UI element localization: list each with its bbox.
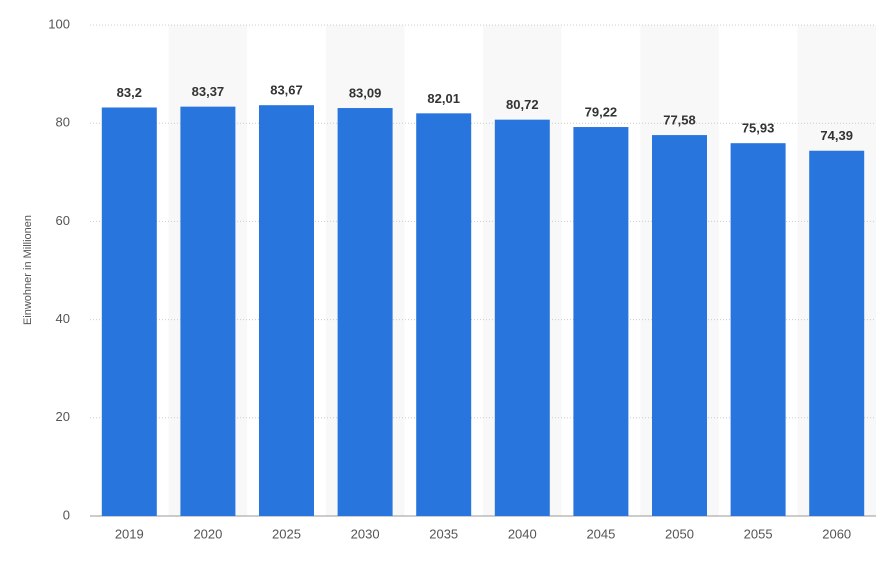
- value-label: 75,93: [742, 121, 775, 136]
- x-tick-label: 2060: [822, 526, 851, 541]
- bar: [494, 119, 550, 517]
- value-label: 83,09: [349, 85, 382, 100]
- x-tick-label: 2030: [351, 526, 380, 541]
- y-tick-label: 40: [56, 311, 70, 326]
- y-tick-label: 100: [48, 16, 70, 31]
- x-tick-label: 2055: [744, 526, 773, 541]
- bar: [101, 107, 157, 516]
- value-label: 82,01: [427, 91, 460, 106]
- value-label: 83,67: [270, 83, 303, 98]
- bar: [573, 127, 629, 517]
- bar: [809, 150, 865, 516]
- bar: [337, 108, 393, 516]
- x-tick-label: 2040: [508, 526, 537, 541]
- x-tick-label: 2025: [272, 526, 301, 541]
- value-label: 83,37: [192, 84, 225, 99]
- bar: [416, 113, 472, 516]
- bar: [652, 135, 707, 516]
- value-label: 74,39: [820, 128, 853, 143]
- x-tick-label: 2045: [586, 526, 615, 541]
- y-tick-label: 0: [63, 507, 70, 522]
- y-tick-label: 60: [56, 213, 70, 228]
- bar: [259, 105, 314, 516]
- y-tick-label: 80: [56, 115, 70, 130]
- value-label: 79,22: [585, 104, 618, 119]
- value-label: 77,58: [663, 113, 696, 128]
- bar: [180, 106, 236, 517]
- x-tick-label: 2020: [193, 526, 222, 541]
- x-tick-label: 2035: [429, 526, 458, 541]
- x-tick-label: 2019: [115, 526, 144, 541]
- x-tick-label: 2050: [665, 526, 694, 541]
- bar: [730, 143, 786, 516]
- value-label: 80,72: [506, 97, 539, 112]
- y-axis-label: Einwohner in Millionen: [22, 215, 34, 325]
- y-tick-label: 20: [56, 409, 70, 424]
- value-label: 83,2: [117, 85, 142, 100]
